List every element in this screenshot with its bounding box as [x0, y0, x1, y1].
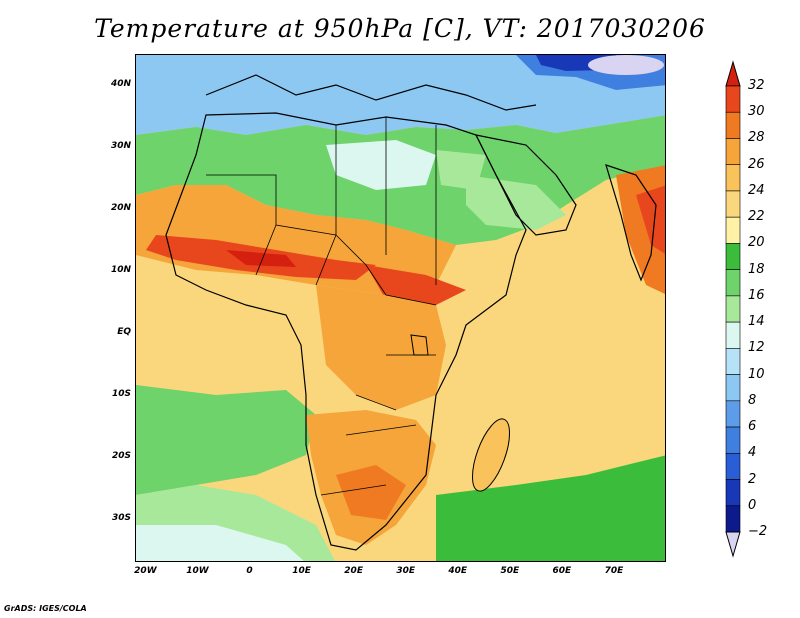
lon-tick-label: 10W [186, 566, 209, 576]
colorbar-tick-label: −2 [748, 524, 768, 539]
kalahari-hot [336, 465, 406, 520]
colorbar-tick-label: 2 [748, 471, 757, 487]
colorbar-segment [725, 505, 741, 533]
map-panel [135, 54, 666, 562]
southwest-pale-blue [136, 525, 304, 561]
colorbar-tick-label: 30 [748, 104, 765, 120]
arabia-green [466, 175, 566, 230]
lon-tick-label: 20E [344, 566, 363, 576]
colorbar-tick-label: 26 [748, 156, 765, 172]
lat-tick-label: 40N [110, 78, 131, 89]
colorbar-tick-label: 0 [748, 497, 757, 513]
credit-text: GrADS: IGES/COLA [4, 604, 87, 613]
colorbar-tick-label: 24 [748, 182, 765, 198]
lon-tick-label: 0 [246, 566, 253, 576]
colorbar-tick-label: 8 [748, 392, 757, 408]
central-africa-warm [316, 285, 446, 410]
africa-coastline [165, 112, 527, 551]
lat-tick-label: 30N [110, 140, 131, 151]
lat-tick-label: 10S [111, 388, 131, 399]
colorbar-segment [725, 164, 741, 192]
libya-pale [326, 140, 436, 190]
colorbar-segment [725, 243, 741, 270]
lake-victoria [410, 334, 429, 356]
colorbar-segment [725, 400, 741, 428]
india-core [636, 185, 665, 254]
lat-tick-label: 20N [110, 202, 131, 213]
horn-hot [366, 265, 466, 305]
europe-coastline [205, 74, 537, 111]
south-ocean-green [436, 455, 665, 561]
madagascar-outline [472, 418, 510, 492]
lon-tick-label: 30E [396, 566, 416, 576]
colorbar-segment [725, 138, 741, 166]
colorbar-tick-label: 20 [748, 235, 765, 251]
lon-tick-label: 40E [448, 566, 468, 576]
colorbar-segment [725, 426, 741, 454]
lat-tick-label: EQ [117, 326, 131, 337]
colorbar-segment [725, 85, 741, 113]
colorbar-tick-label: 14 [748, 314, 765, 330]
colorbar-segment [725, 479, 741, 507]
south-green-band [136, 385, 316, 495]
colorbar-overflow-triangle [725, 60, 741, 87]
lat-tick-label: 10N [110, 264, 131, 275]
lat-tick-label: 20S [111, 450, 131, 461]
chart-title: Temperature at 950hPa [C], VT: 201703020… [94, 14, 706, 43]
top-right-pale [588, 55, 664, 75]
lon-tick-label: 70E [604, 566, 624, 576]
colorbar-tick-label: 4 [748, 445, 757, 461]
lon-tick-label: 10E [292, 566, 311, 576]
colorbar-tick-label: 16 [748, 287, 765, 303]
colorbar-tick-label: 6 [748, 419, 757, 435]
colorbar-tick-label: 18 [748, 261, 765, 277]
lon-tick-label: 50E [500, 566, 520, 576]
colorbar-tick-label: 22 [748, 209, 765, 225]
colorbar-segment [725, 269, 741, 297]
north-cold-band [136, 55, 665, 135]
india-coastline [605, 164, 657, 282]
lat-tick-label: 30S [111, 512, 131, 523]
sahel-core [226, 250, 296, 267]
colorbar-underflow-triangle [725, 531, 741, 558]
colorbar-tick-label: 10 [748, 366, 765, 382]
colorbar-tick-label: 32 [748, 78, 765, 93]
colorbar-segment [725, 374, 741, 402]
colorbar-segment [725, 190, 741, 218]
arabia-coastline [474, 134, 577, 236]
madagascar [472, 418, 510, 492]
country-borders [206, 117, 437, 496]
colorbar-segment [725, 295, 741, 323]
colorbar-segment [725, 452, 741, 480]
colorbar-segment [725, 216, 741, 244]
colorbar-tick-label: 28 [748, 130, 765, 146]
colorbar-segment [725, 348, 741, 375]
temperature-map [136, 55, 665, 561]
colorbar-segment [725, 321, 741, 349]
colorbar-tick-label: 12 [748, 340, 765, 356]
colorbar-segment [725, 111, 741, 139]
lon-tick-label: 60E [552, 566, 572, 576]
lon-tick-label: 20W [134, 566, 157, 576]
